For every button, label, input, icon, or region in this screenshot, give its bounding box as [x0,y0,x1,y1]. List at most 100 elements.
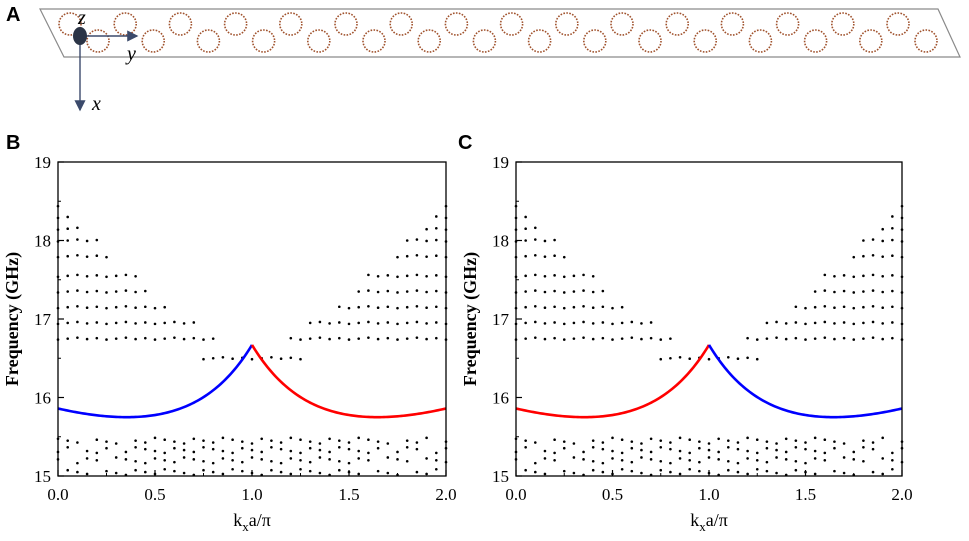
bulk-point [357,449,361,453]
bulk-point [338,459,341,463]
bulk-point [347,306,351,310]
bulk-point [76,336,79,339]
bulk-point [794,321,798,324]
bulk-point [435,321,438,324]
bulk-point [572,337,576,340]
bulk-point [562,440,566,443]
x-tick-label: 0.5 [144,485,165,504]
bulk-point [543,290,547,294]
y-axis-title: Frequency (GHz) [2,252,23,386]
bulk-point [746,436,749,440]
bulk-point [871,273,875,277]
bulk-point [425,239,428,243]
bulk-point [707,357,711,361]
bulk-point [784,437,788,441]
bulk-point [153,449,157,453]
bulk-point [755,357,759,361]
bulk-point [114,290,118,293]
bulk-point [95,289,99,293]
bulk-point [95,438,99,442]
bulk-point [534,470,537,474]
bulk-point [347,447,351,451]
bulk-point [202,459,205,463]
bulk-point [852,322,856,326]
bulk-point [260,458,264,461]
bulk-point [279,461,283,465]
bulk-point [66,337,69,340]
y-tick-label: 18 [492,232,509,251]
bulk-point [813,290,817,293]
bulk-point [357,321,361,325]
bulk-point [707,456,711,459]
bulk-point [192,336,196,340]
bulk-point [173,440,176,443]
bulk-point [153,457,157,460]
bulk-point [76,441,79,444]
bulk-point [534,253,537,257]
bulk-point [85,290,89,294]
rod-circle [914,29,938,53]
bulk-point [591,337,595,341]
bulk-point [415,304,419,308]
bulk-point [620,438,624,442]
bulk-point [804,461,807,465]
rod-circle [196,29,221,53]
bulk-point [367,438,370,442]
bulk-point [144,441,147,444]
bulk-point [396,291,399,294]
chart-b: 15 16 17 18 19 0.0 0.5 1.0 1.5 2.0 Frequ… [2,153,457,534]
rod-circle [251,29,276,53]
bulk-point [524,254,527,258]
bulk-point [386,289,390,293]
bulk-point [386,456,390,459]
bulk-point [871,336,875,339]
rod-circle [775,12,800,36]
bulk-point [357,472,361,476]
bulk-point [347,322,351,326]
bulk-point [534,441,537,444]
bulk-point [396,322,399,326]
bulk-point [66,227,69,231]
bulk-point [727,468,730,472]
bulk-point [678,449,682,453]
y-tick-label: 19 [492,153,509,172]
bulk-point [582,336,585,339]
bulk-point [543,255,547,258]
bulk-point [881,457,884,460]
bulk-point [347,461,351,465]
y-tick-label: 18 [34,232,51,251]
bulk-point [736,441,740,444]
bulk-point [562,469,566,473]
bulk-point [765,337,769,340]
rod-circle [389,12,414,36]
bulk-point [534,289,537,292]
bulk-point [66,321,69,325]
bulk-point [630,320,634,324]
bulk-point [649,321,653,324]
bulk-point [95,459,99,462]
bulk-point [144,447,147,451]
bulk-point [66,215,69,219]
bulk-point [688,438,691,442]
bulk-point [688,467,691,471]
bulk-point [299,459,302,462]
bulk-point [338,439,341,442]
bulk-point [163,321,166,325]
bulk-point [871,447,875,451]
bulk-point [270,459,273,463]
rod-circle [499,12,524,36]
bulk-point [727,445,730,449]
bulk-point [562,446,566,450]
bulk-point [153,322,157,326]
bulk-point [572,471,576,475]
rod-circle [334,12,358,36]
bulk-point [66,439,69,442]
bulk-point [163,459,166,462]
bulk-point [833,322,836,325]
bulk-point [842,274,846,277]
bulk-point [328,458,331,461]
bulk-point [524,305,527,309]
bulk-point [833,306,836,309]
bulk-point [85,322,89,325]
bulk-point [192,437,196,441]
